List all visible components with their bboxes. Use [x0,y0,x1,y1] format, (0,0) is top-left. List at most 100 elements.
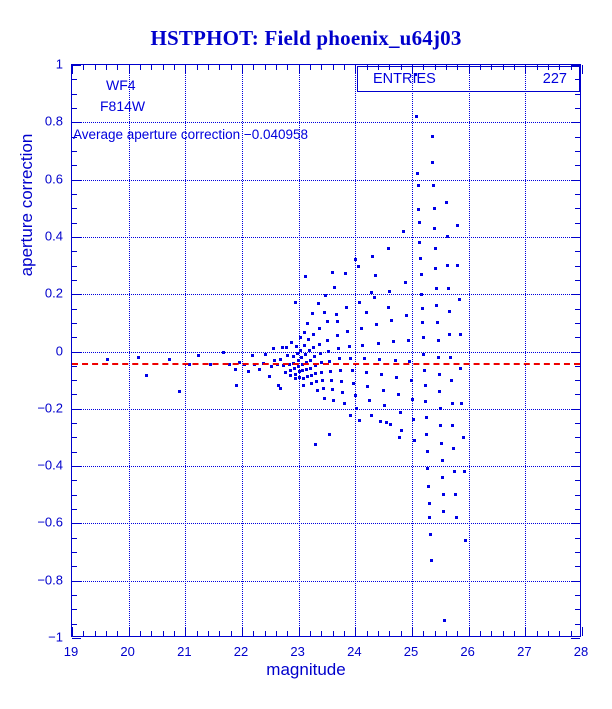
y-tick-major [72,523,81,525]
gridline-vertical [468,65,470,636]
x-tick-minor [378,65,379,70]
data-point [388,423,392,427]
data-point [447,286,451,290]
data-point [233,367,237,371]
data-point [412,418,416,422]
data-point [320,378,324,382]
y-tick-minor [575,208,580,210]
x-tick-major [355,65,357,74]
x-tick-minor [389,65,391,70]
data-point [451,447,455,451]
data-point [319,361,323,365]
data-point [300,356,303,360]
data-point [426,467,430,471]
y-tick-minor [575,623,580,625]
x-tick-minor [559,631,561,636]
y-tick-minor [575,107,580,109]
gridline-vertical [242,65,243,636]
data-point [431,160,435,164]
data-point [294,301,298,305]
x-tick-minor [446,631,447,636]
x-tick-minor [548,631,549,636]
data-point [463,539,467,543]
data-point [386,305,390,309]
y-tick-major [72,65,81,66]
x-tick-major [185,65,187,74]
x-tick-label: 21 [177,644,192,659]
data-point [309,373,313,377]
data-point [234,383,238,387]
x-tick-minor [378,631,379,636]
data-point [322,387,326,391]
data-point [422,368,426,372]
x-tick-major [128,65,130,74]
x-tick-minor [514,65,515,70]
data-point [378,358,382,362]
y-tick-minor [72,494,77,496]
data-point [391,340,395,344]
x-tick-minor [276,631,277,636]
data-point [299,348,303,352]
data-point [302,330,306,334]
y-tick-major [72,294,81,296]
y-tick-minor [72,79,77,81]
y-tick-minor [72,509,77,511]
data-point [307,349,311,353]
data-point [301,369,305,373]
data-point [311,332,315,336]
page-title: HSTPHOT: Field phoenix_u64j03 [150,26,462,50]
y-tick-minor [575,251,580,253]
data-point [354,407,358,411]
data-point [322,311,326,315]
x-tick-minor [253,65,255,70]
y-tick-minor [575,509,580,511]
data-point [167,357,171,361]
data-point [222,351,226,355]
data-point [295,344,299,348]
chip-label: WF4 [106,77,136,93]
x-tick-minor [106,65,107,70]
data-point [334,312,338,316]
data-point [429,559,433,563]
data-point [293,367,297,371]
y-tick-minor [72,394,77,396]
x-tick-minor [570,631,572,636]
y-tick-minor [72,451,77,453]
data-point [285,346,289,350]
data-point [178,390,182,394]
entries-value: 227 [542,71,567,87]
y-tick-label: −0.2 [37,400,63,416]
data-point [353,394,357,398]
data-point [196,354,200,357]
data-point [106,358,110,362]
data-point [400,429,404,433]
data-point [409,378,413,382]
x-tick-minor [423,65,425,70]
gridline-vertical [298,65,300,636]
y-tick-minor [575,494,580,496]
data-point [145,374,149,378]
y-tick-minor [575,566,580,568]
data-point [326,338,330,342]
data-point [417,208,421,212]
data-point [406,338,410,342]
data-point [461,435,465,439]
data-point [281,345,285,349]
x-tick-minor [140,631,141,636]
data-point [302,383,306,387]
x-tick-major [185,627,187,636]
x-tick-minor [117,631,119,636]
x-tick-major [298,65,300,74]
x-tick-minor [83,631,85,636]
y-tick-label: 0.6 [44,171,63,187]
x-tick-major [468,627,470,636]
data-point [311,311,315,315]
x-tick-minor [400,65,402,70]
x-tick-minor [106,631,107,636]
data-point [346,329,350,333]
y-tick-major [72,351,81,353]
data-point [416,183,420,187]
x-tick-minor [514,631,515,636]
y-tick-major [571,236,580,238]
x-tick-minor [276,65,277,70]
